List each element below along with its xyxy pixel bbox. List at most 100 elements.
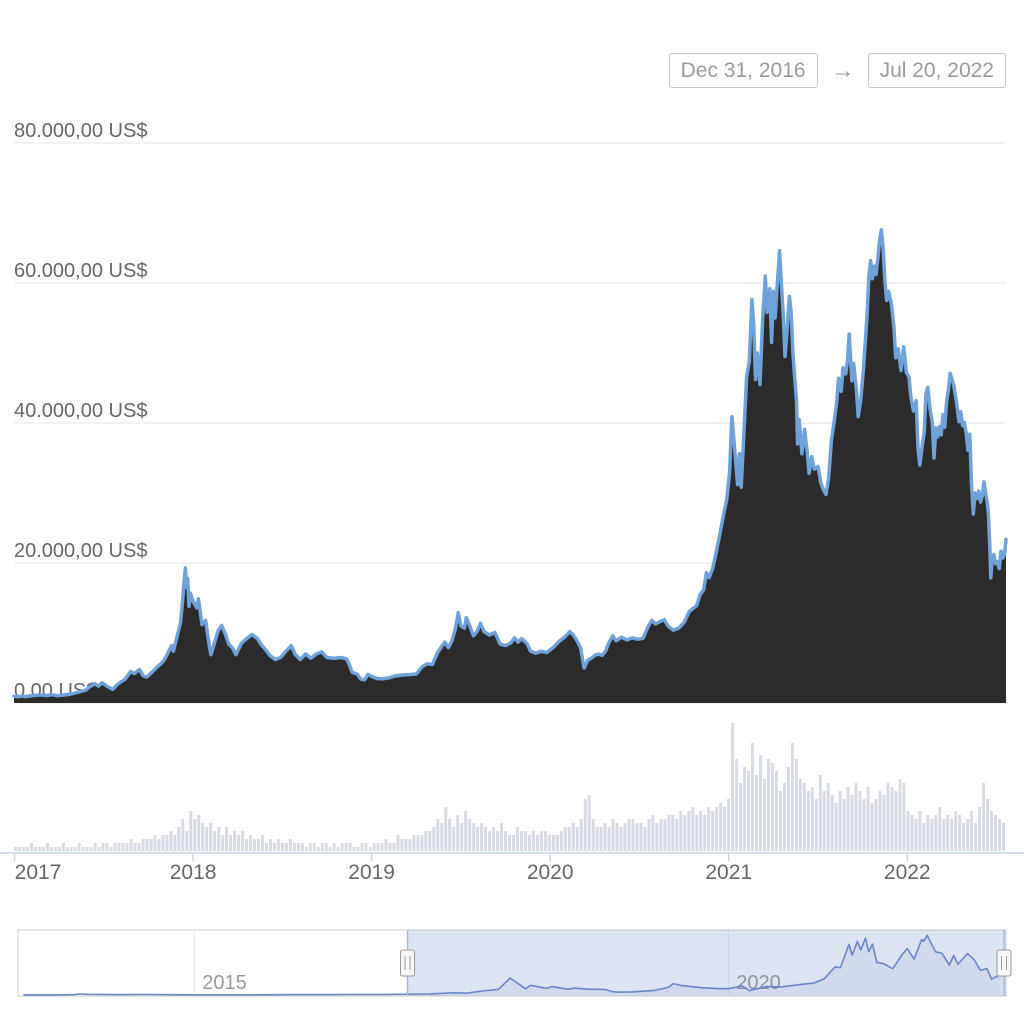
volume-bar [958,815,962,851]
volume-bar [472,823,476,851]
volume-bar [671,815,675,851]
volume-bar [113,843,117,851]
volume-bar [29,843,33,851]
volume-bar [615,823,619,851]
volume-bar [253,839,256,851]
volume-bar [934,815,938,851]
volume-bar [699,811,703,851]
volume-bar [149,839,153,851]
volume-bar [352,847,356,851]
volume-bar [942,819,946,851]
volume-bar [205,827,209,851]
volume-bar [448,819,452,851]
volume-bar [978,807,982,851]
volume-bar [269,839,272,851]
navigator-area-series [23,935,1002,995]
volume-bar [982,783,986,851]
volume-bar [14,847,17,851]
volume-bar [794,759,798,851]
volume-bar [727,799,731,851]
volume-bar [763,779,766,851]
volume-bar [667,815,671,851]
volume-bar [571,823,575,851]
volume-bar [364,843,368,851]
volume-bar [452,827,456,851]
volume-bar [930,819,934,851]
volume-bar [890,787,894,851]
volume-bar [691,807,695,851]
volume-bar [619,827,623,851]
volume-bar [655,823,659,851]
volume-bar [994,815,997,851]
volume-bar [687,811,691,851]
volume-bar [245,839,249,851]
volume-bar [846,787,850,851]
volume-bar [575,827,579,851]
x-axis-label: 2018 [170,861,217,884]
y-axis-label: 80.000,00 US$ [14,120,147,142]
volume-bar [790,743,794,851]
volume-bar [719,803,723,851]
volume-bar [516,827,519,851]
navigator-left-handle[interactable] [400,949,416,977]
volume-bar [747,771,750,851]
volume-bar [739,783,743,851]
volume-bar [280,843,284,851]
navigator-selected-mask[interactable] [407,930,1006,996]
range-end-input[interactable]: Jul 20, 2022 [867,53,1006,88]
volume-bar [802,783,806,851]
volume-bar [400,839,404,851]
volume-bar [607,827,611,851]
volume-bar [476,827,480,851]
volume-bar [328,847,332,851]
x-axis-label: 2020 [527,861,574,884]
volume-bar [830,795,834,851]
volume-bar [759,755,762,851]
volume-bar [229,835,233,851]
volume-bar [496,831,500,851]
volume-bar [444,807,448,851]
volume-bar [962,823,966,851]
volume-bar [117,843,121,851]
volume-bar [814,799,818,851]
volume-bar [882,795,886,851]
volume-bar [974,823,978,851]
volume-bar [261,835,264,851]
volume-bar [679,811,683,851]
volume-bar [161,835,165,851]
navigator-right-handle[interactable] [996,949,1012,977]
volume-bar [715,807,719,851]
volume-bar [332,843,336,851]
volume-bar [946,815,950,851]
volume-bar [735,759,739,851]
volume-bar [121,843,125,851]
handle-grip[interactable] [996,949,1012,977]
volume-bar [304,847,308,851]
volume-bar [300,843,304,851]
volume-bar [257,839,260,851]
volume-bar [77,843,81,851]
x-axis-label: 2019 [348,861,395,884]
volume-bar [504,831,507,851]
volume-bar [173,835,177,851]
volume-bar [348,843,352,851]
volume-bar [878,791,882,851]
x-axis: 2017 2018 2019 2020 2021 2022 [0,852,1024,884]
range-start-input[interactable]: Dec 31, 2016 [668,53,818,88]
volume-bar [368,847,372,851]
volume-bar [26,847,29,851]
handle-grip[interactable] [400,949,416,977]
volume-bar [265,843,268,851]
volume-bar [770,763,774,851]
volume-bar [520,831,523,851]
volume-bar [723,807,727,851]
volume-bar [276,839,280,851]
volume-bar [416,835,420,851]
volume-bar [535,835,539,851]
volume-bar [145,839,149,851]
volume-bar [774,771,778,851]
price-area-series[interactable] [14,229,1006,704]
volume-bar [1002,823,1005,851]
y-axis-labels: 0,00 US$20.000,00 US$40.000,00 US$60.000… [14,120,147,702]
volume-bar [675,819,679,851]
